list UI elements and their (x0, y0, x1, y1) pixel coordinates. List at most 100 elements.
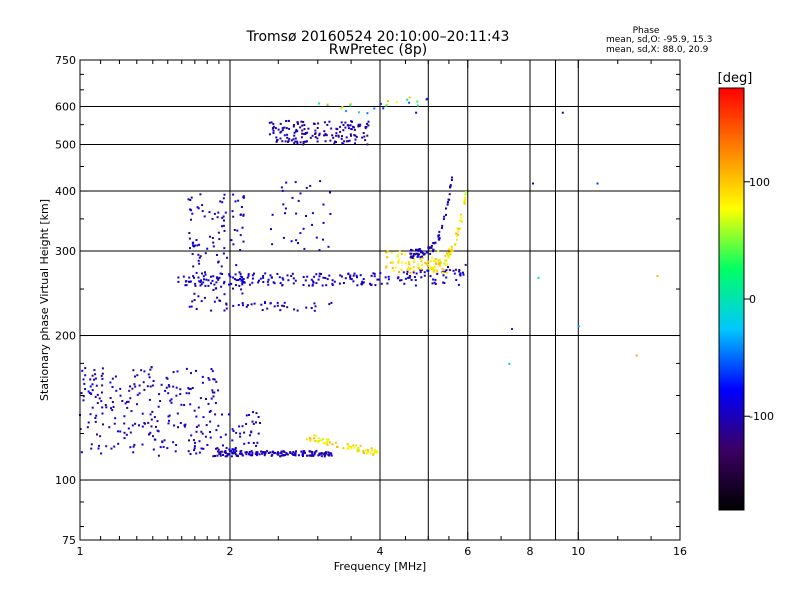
data-point (313, 302, 316, 305)
data-point (356, 448, 359, 450)
data-point (276, 304, 279, 307)
data-point (223, 280, 226, 283)
data-point (218, 276, 221, 279)
data-point (83, 382, 86, 385)
data-point (109, 381, 112, 384)
y-axis-label: Stationary phase Virtual Height [km] (38, 199, 51, 401)
data-point (302, 284, 305, 286)
data-point (316, 137, 319, 140)
x-axis-label: Frequency [MHz] (334, 560, 426, 573)
data-point (134, 422, 137, 425)
data-point (460, 216, 463, 219)
data-point (200, 279, 202, 282)
data-point (218, 238, 221, 241)
data-point (215, 281, 218, 284)
data-point (400, 268, 403, 271)
data-point (374, 284, 377, 287)
data-point (451, 176, 453, 179)
data-point (189, 388, 192, 390)
data-point (127, 400, 130, 403)
data-point (464, 191, 467, 194)
data-point (93, 378, 95, 381)
data-point (425, 251, 428, 254)
data-point (176, 412, 179, 415)
data-point (210, 282, 212, 285)
data-point (276, 273, 279, 275)
data-point (358, 125, 361, 128)
data-point (278, 276, 281, 279)
data-point (322, 203, 325, 206)
data-point (270, 228, 272, 231)
data-point (407, 261, 410, 263)
data-point (462, 273, 465, 276)
data-point (373, 452, 376, 455)
data-point (86, 426, 89, 429)
data-point (312, 281, 315, 284)
data-point (246, 304, 249, 307)
data-point (141, 412, 144, 415)
data-point (228, 453, 230, 456)
data-point (170, 398, 173, 401)
data-point (318, 132, 321, 135)
data-point (245, 305, 248, 308)
data-point (159, 446, 162, 449)
data-point (427, 260, 430, 263)
data-point (408, 268, 411, 271)
data-point (561, 111, 564, 114)
data-point (444, 270, 447, 273)
data-point (256, 441, 259, 444)
data-point (420, 267, 423, 270)
data-point (264, 301, 266, 304)
data-point (415, 111, 418, 114)
data-point (148, 376, 151, 379)
data-point (416, 256, 419, 258)
data-point (260, 450, 262, 453)
data-point (346, 447, 349, 450)
data-point (256, 451, 259, 454)
data-point (339, 130, 342, 133)
data-point (213, 300, 216, 303)
data-point (293, 134, 296, 137)
data-point (161, 440, 164, 443)
data-point (408, 101, 411, 104)
data-point (318, 102, 321, 105)
data-point (358, 111, 360, 114)
data-point (300, 136, 303, 139)
data-point (191, 300, 194, 303)
data-point (255, 454, 258, 457)
chart-title: Tromsø 20160524 20:10:00–20:11:43 (246, 29, 510, 45)
data-point (394, 266, 397, 269)
data-point (304, 133, 307, 135)
data-point (223, 309, 226, 312)
data-point (445, 269, 448, 272)
data-point (219, 450, 222, 453)
data-point (195, 430, 198, 433)
data-point (347, 127, 350, 130)
data-point (231, 448, 234, 451)
data-point (387, 100, 389, 103)
data-point (125, 433, 128, 436)
data-point (96, 433, 98, 436)
data-point (371, 449, 373, 452)
data-point (138, 424, 140, 427)
data-point (420, 249, 423, 252)
data-point (192, 244, 195, 247)
data-point (292, 282, 295, 285)
data-point (167, 384, 170, 387)
data-point (345, 136, 348, 139)
data-point (285, 120, 288, 122)
data-point (201, 375, 204, 378)
data-point (223, 229, 226, 232)
data-point (196, 244, 199, 247)
data-point (195, 271, 198, 274)
data-point (310, 278, 313, 281)
data-point (354, 134, 357, 137)
data-point (84, 367, 87, 370)
data-point (373, 107, 376, 110)
data-point (458, 269, 461, 271)
data-point (129, 397, 132, 400)
phase-mean-x: mean, sd,X: 88.0, 20.9 (606, 45, 709, 55)
data-point (437, 263, 440, 266)
data-point (296, 121, 299, 124)
data-point (385, 265, 388, 268)
